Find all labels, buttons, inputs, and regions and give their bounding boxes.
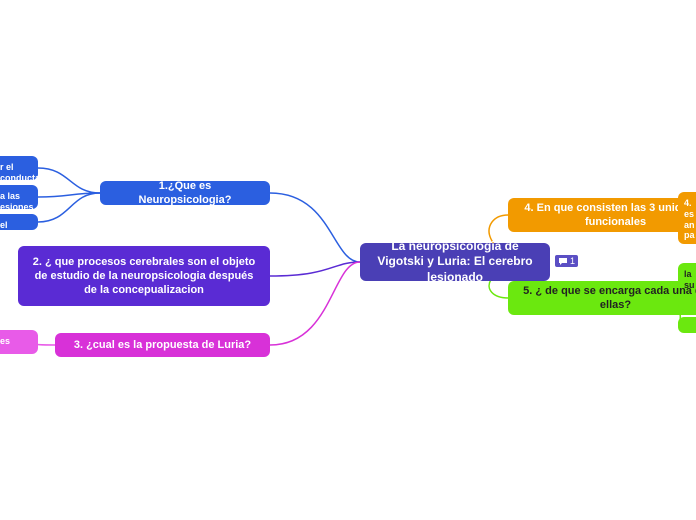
- leaf-text: la: [684, 269, 696, 280]
- comment-badge[interactable]: 1: [554, 254, 579, 268]
- leaf-text: conducta: [0, 173, 32, 184]
- branch-label: 2. ¿ que procesos cerebrales son el obje…: [30, 255, 258, 298]
- leaf-text: 4.: [684, 198, 696, 209]
- branch-label: 5. ¿ de que se encarga cada una de ellas…: [520, 284, 696, 313]
- badge-count: 1: [570, 256, 575, 266]
- branch-label: 1.¿Que es Neuropsicologia?: [112, 179, 258, 208]
- leaf-q3-0[interactable]: es: [0, 330, 38, 354]
- leaf-text: esiones: [0, 202, 32, 213]
- leaf-q1-0[interactable]: r elconducta: [0, 156, 38, 180]
- leaf-text: es: [684, 209, 696, 220]
- branch-q5[interactable]: 5. ¿ de que se encarga cada una de ellas…: [508, 281, 696, 315]
- leaf-q4-0[interactable]: 4.esanpaac: [678, 192, 696, 244]
- leaf-text: a las: [0, 191, 32, 202]
- leaf-q1-2[interactable]: el: [0, 214, 38, 230]
- branch-q3[interactable]: 3. ¿cual es la propuesta de Luria?: [55, 333, 270, 357]
- branch-q1[interactable]: 1.¿Que es Neuropsicologia?: [100, 181, 270, 205]
- leaf-text: ac: [684, 241, 696, 252]
- leaf-text: es: [0, 336, 32, 347]
- leaf-text: an: [684, 220, 696, 231]
- central-node[interactable]: La neuropsicologia de Vigotski y Luria: …: [360, 243, 550, 281]
- branch-q4[interactable]: 4. En que consisten las 3 unidades funci…: [508, 198, 696, 232]
- leaf-text: r el: [0, 162, 32, 173]
- leaf-q1-1[interactable]: a lasesiones: [0, 185, 38, 209]
- leaf-q5-0[interactable]: lasu: [678, 263, 696, 287]
- leaf-text: el: [0, 220, 32, 231]
- leaf-text: pa: [684, 230, 696, 241]
- branch-label: 3. ¿cual es la propuesta de Luria?: [74, 338, 251, 352]
- leaf-q5-2[interactable]: [678, 317, 696, 333]
- branch-q2[interactable]: 2. ¿ que procesos cerebrales son el obje…: [18, 246, 270, 306]
- leaf-q5-1[interactable]: [678, 294, 696, 310]
- leaf-text: su: [684, 280, 696, 291]
- branch-label: 4. En que consisten las 3 unidades funci…: [520, 201, 696, 230]
- central-label: La neuropsicologia de Vigotski y Luria: …: [372, 239, 538, 286]
